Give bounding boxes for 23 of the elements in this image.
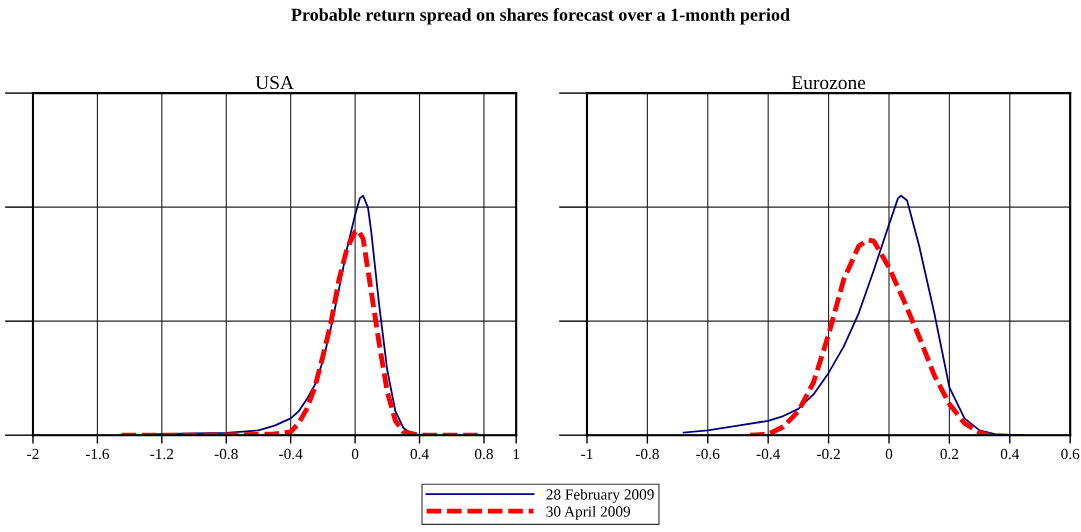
x-tick-label: -1: [581, 448, 593, 459]
x-tick-label: -2: [27, 448, 39, 459]
x-tick-label: 0: [885, 448, 893, 460]
x-tick-label: -0.2: [817, 448, 840, 460]
x-tick-label: 0.4: [410, 448, 429, 460]
x-tick-label: 1: [513, 448, 520, 459]
x-tick-label: -0.4: [279, 448, 303, 460]
x-tick-label: -0.8: [214, 448, 238, 460]
x-tick-label: -0.4: [756, 448, 781, 460]
x-tick-label: -1.6: [85, 448, 110, 460]
x-tick-label: 0.2: [940, 448, 959, 460]
text: 28 February 2009: [546, 488, 654, 503]
chart-title: USA: [255, 76, 294, 90]
x-tick-label: -0.8: [635, 448, 659, 460]
x-tick-label: 0.6: [1061, 448, 1080, 460]
chart-title: Eurozone: [791, 76, 866, 90]
x-tick-label: 0.8: [475, 448, 493, 460]
x-tick-label: -1.2: [150, 448, 174, 460]
text: 30 April 2009: [546, 505, 631, 520]
x-tick-label: 0: [351, 448, 359, 460]
x-tick-label: -0.6: [696, 448, 720, 460]
x-tick-label: 0.4: [1000, 448, 1020, 460]
text: Probable return spread on shares forecast over a 1-month period: [291, 7, 790, 25]
